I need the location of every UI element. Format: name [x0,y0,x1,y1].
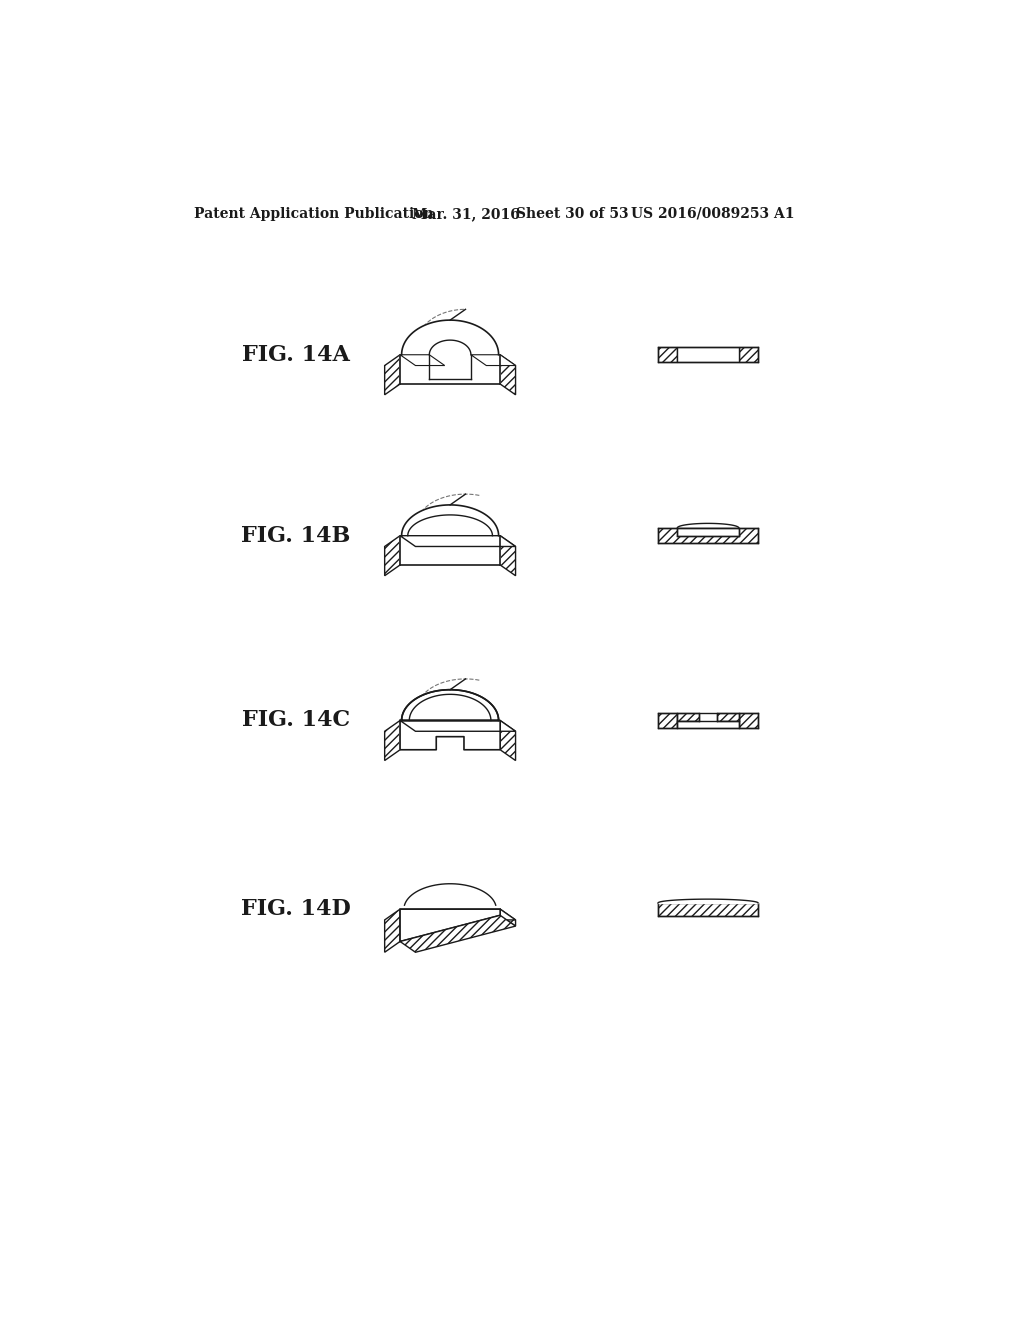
Polygon shape [400,355,444,366]
Polygon shape [500,909,515,927]
Polygon shape [400,690,500,750]
Polygon shape [471,355,515,366]
Polygon shape [400,321,500,384]
Polygon shape [658,528,758,544]
Polygon shape [385,355,400,395]
Text: FIG. 14C: FIG. 14C [242,710,350,731]
Text: Sheet 30 of 53: Sheet 30 of 53 [515,207,628,220]
Polygon shape [400,536,515,546]
Polygon shape [739,713,758,729]
Polygon shape [400,909,500,941]
Text: FIG. 14D: FIG. 14D [242,898,351,920]
Polygon shape [500,721,515,760]
Polygon shape [677,528,739,536]
Polygon shape [385,721,400,760]
Polygon shape [739,347,758,363]
Polygon shape [677,721,739,729]
Polygon shape [400,915,515,952]
Polygon shape [658,903,758,916]
Polygon shape [400,909,515,920]
Text: FIG. 14B: FIG. 14B [242,525,351,546]
Polygon shape [717,713,739,721]
Text: Patent Application Publication: Patent Application Publication [194,207,433,220]
Polygon shape [658,713,677,729]
Text: US 2016/0089253 A1: US 2016/0089253 A1 [631,207,795,220]
Text: Mar. 31, 2016: Mar. 31, 2016 [412,207,519,220]
Polygon shape [677,713,698,721]
Polygon shape [385,536,400,576]
Polygon shape [658,347,677,363]
Text: FIG. 14A: FIG. 14A [242,343,350,366]
Polygon shape [500,536,515,576]
Polygon shape [500,355,515,395]
Polygon shape [400,506,500,565]
Polygon shape [385,909,400,952]
Polygon shape [677,347,739,363]
Polygon shape [400,721,515,731]
